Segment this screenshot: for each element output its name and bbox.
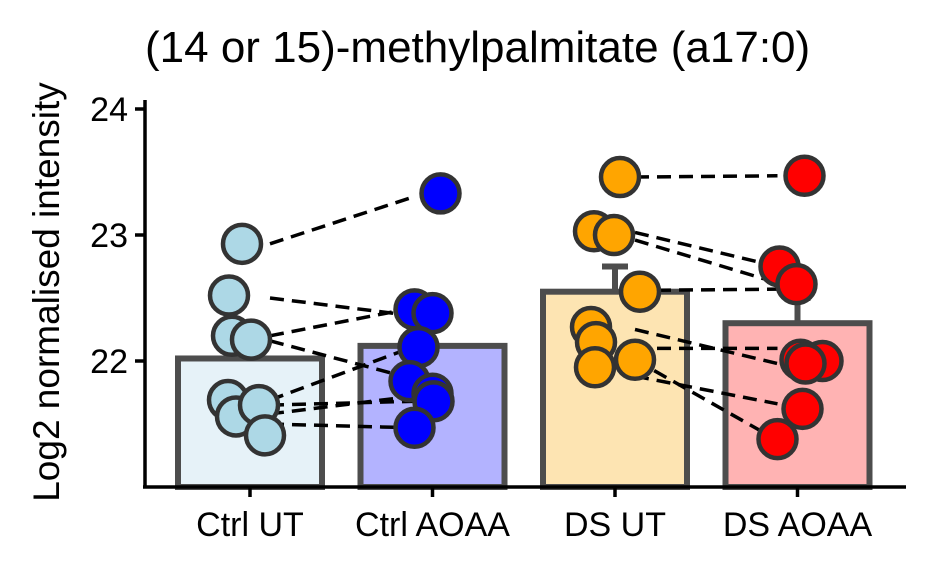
data-point bbox=[598, 155, 642, 199]
pair-line bbox=[634, 230, 778, 269]
y-axis-label: Log2 normalised intensity bbox=[26, 82, 67, 502]
y-tick-label: 24 bbox=[90, 91, 128, 129]
pair-line bbox=[634, 238, 779, 285]
pair-line bbox=[269, 394, 413, 416]
pair-lines-layer bbox=[269, 174, 779, 442]
pair-line bbox=[634, 374, 778, 406]
data-point bbox=[783, 154, 826, 198]
pair-line bbox=[634, 358, 779, 442]
data-point bbox=[592, 213, 636, 257]
data-point bbox=[775, 262, 818, 306]
y-tick-label: 23 bbox=[90, 217, 128, 255]
data-point bbox=[613, 338, 657, 381]
chart-title: (14 or 15)-methylpalmitate (a17:0) bbox=[145, 23, 810, 72]
data-point bbox=[784, 342, 827, 385]
y-tick-label: 22 bbox=[90, 343, 128, 381]
pair-line bbox=[269, 339, 413, 381]
data-point bbox=[573, 346, 617, 389]
x-tick-label: DS UT bbox=[564, 506, 666, 544]
pair-line bbox=[269, 195, 414, 246]
data-point bbox=[229, 318, 273, 361]
axes-layer: 22 23 24 Ctrl UT Ctrl AOAA DS UT DS AOAA bbox=[90, 91, 906, 544]
data-point bbox=[419, 172, 462, 215]
x-tick-label: DS AOAA bbox=[723, 506, 873, 544]
data-point bbox=[618, 270, 662, 313]
pair-line bbox=[269, 422, 413, 430]
data-point bbox=[207, 274, 251, 317]
pair-line bbox=[269, 306, 413, 338]
pair-line bbox=[634, 174, 778, 179]
data-point bbox=[756, 417, 799, 461]
pair-line bbox=[269, 399, 413, 407]
bar bbox=[540, 288, 690, 491]
data-point bbox=[393, 406, 436, 450]
data-point bbox=[781, 387, 824, 431]
bars-layer bbox=[175, 288, 873, 491]
data-point bbox=[243, 414, 287, 457]
pair-line bbox=[634, 327, 778, 366]
x-tick-label: Ctrl AOAA bbox=[355, 506, 510, 544]
pair-line bbox=[269, 345, 414, 402]
x-tick-label: Ctrl UT bbox=[196, 506, 304, 544]
points-layer bbox=[206, 154, 844, 461]
data-point bbox=[220, 222, 264, 266]
